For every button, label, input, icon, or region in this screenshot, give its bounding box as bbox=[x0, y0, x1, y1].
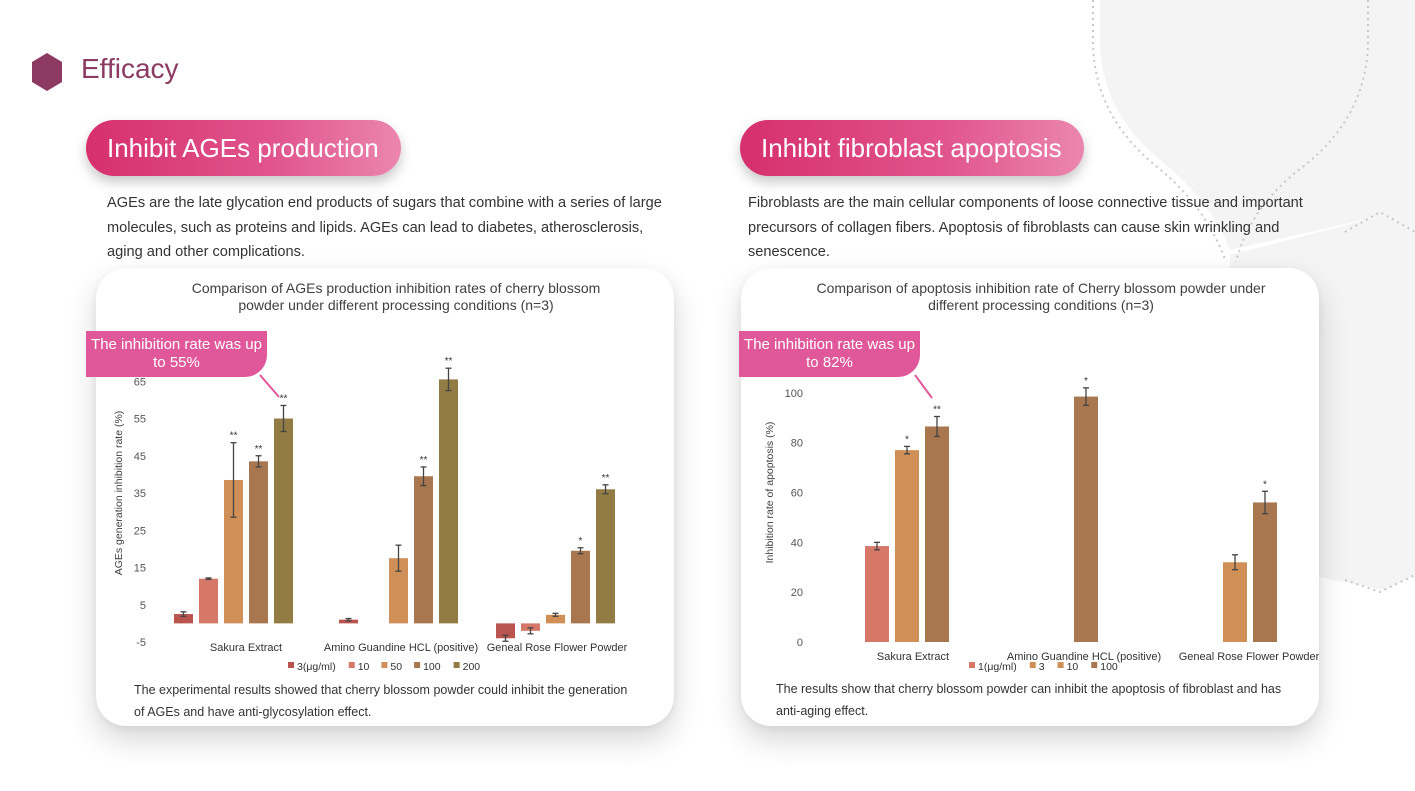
heading-fibroblast: Inhibit fibroblast apoptosis bbox=[740, 120, 1084, 176]
legend-swatch bbox=[453, 662, 460, 668]
chart-title-ages: Comparison of AGEs production inhibition… bbox=[191, 280, 601, 313]
legend-label: 1(μg/ml) bbox=[978, 661, 1017, 673]
legend-swatch bbox=[1057, 662, 1064, 668]
legend-swatch bbox=[414, 662, 421, 668]
significance-label: ** bbox=[445, 356, 453, 367]
callout-fibroblast: The inhibition rate was up to 82% bbox=[739, 331, 920, 377]
legend-swatch bbox=[1091, 662, 1098, 668]
chart-bar bbox=[439, 379, 458, 624]
y-tick-label: 15 bbox=[134, 563, 146, 575]
chart-bar bbox=[1223, 562, 1247, 642]
category-label: Sakura Extract bbox=[877, 651, 949, 663]
chart-bar bbox=[865, 546, 889, 642]
chart-bar bbox=[224, 479, 243, 624]
chart-bar bbox=[596, 489, 615, 624]
y-tick-label: 0 bbox=[797, 637, 803, 649]
chart-bar bbox=[496, 623, 515, 639]
legend-label: 3(μg/ml) bbox=[297, 661, 336, 673]
chart-bar bbox=[174, 614, 193, 624]
description-ages: AGEs are the late glycation end products… bbox=[107, 195, 662, 260]
chart-bar bbox=[274, 418, 293, 624]
chart-bar bbox=[339, 619, 358, 624]
significance-label: * bbox=[1084, 376, 1088, 387]
page-title: Efficacy bbox=[81, 53, 179, 84]
chart-title-fibroblast: Comparison of apoptosis inhibition rate … bbox=[816, 280, 1266, 313]
y-tick-label: 35 bbox=[134, 488, 146, 500]
category-label: Geneal Rose Flower Powder bbox=[1179, 651, 1319, 663]
y-tick-label: 100 bbox=[785, 388, 803, 400]
chart-bar bbox=[895, 450, 919, 642]
callout-pointer-fibroblast bbox=[914, 374, 933, 399]
significance-label: * bbox=[1263, 479, 1267, 490]
chart-bar bbox=[389, 558, 408, 624]
chart-bar bbox=[1074, 396, 1098, 642]
legend-swatch bbox=[1029, 662, 1036, 668]
y-axis-label: AGEs generation inhibition rate (%) bbox=[113, 411, 125, 576]
legend-label: 200 bbox=[463, 661, 481, 673]
legend-swatch bbox=[969, 662, 975, 668]
y-tick-label: 40 bbox=[791, 537, 803, 549]
chart-bar bbox=[199, 578, 218, 624]
note-fibroblast: The results show that cherry blossom pow… bbox=[776, 682, 1282, 718]
callout-ages: The inhibition rate was up to 55% bbox=[86, 331, 267, 377]
note-ages: The experimental results showed that che… bbox=[134, 683, 628, 719]
legend-label: 50 bbox=[390, 661, 402, 673]
y-tick-label: 60 bbox=[791, 488, 803, 500]
significance-label: ** bbox=[602, 473, 610, 484]
chart-bar bbox=[521, 623, 540, 631]
chart-bar bbox=[925, 426, 949, 642]
significance-label: ** bbox=[280, 393, 288, 404]
significance-label: ** bbox=[420, 455, 428, 466]
y-tick-label: 80 bbox=[791, 438, 803, 450]
significance-label: ** bbox=[255, 444, 263, 455]
legend-label: 10 bbox=[358, 661, 370, 673]
y-tick-label: 55 bbox=[134, 414, 146, 426]
chart-ages: -5515253545556575AGEs generation inhibit… bbox=[113, 339, 628, 673]
y-tick-label: -5 bbox=[136, 637, 146, 649]
heading-ages: Inhibit AGEs production bbox=[86, 120, 401, 176]
legend-label: 100 bbox=[1100, 661, 1118, 673]
chart-bar bbox=[546, 614, 565, 624]
chart-bar bbox=[571, 550, 590, 624]
legend-label: 10 bbox=[1067, 661, 1079, 673]
category-label: Sakura Extract bbox=[210, 642, 282, 654]
description-fibroblast: Fibroblasts are the main cellular compon… bbox=[748, 195, 1303, 260]
significance-label: * bbox=[905, 434, 909, 445]
callout-pointer-ages bbox=[259, 374, 280, 398]
y-tick-label: 25 bbox=[134, 525, 146, 537]
significance-label: ** bbox=[230, 431, 238, 442]
legend-swatch bbox=[348, 662, 355, 668]
y-tick-label: 65 bbox=[134, 376, 146, 388]
y-tick-label: 20 bbox=[791, 587, 803, 599]
hexagon-logo-icon bbox=[32, 53, 62, 91]
chart-fibroblast: 020406080100120Inhibition rate of apopto… bbox=[764, 338, 1319, 673]
y-tick-label: 5 bbox=[140, 600, 146, 612]
chart-bar bbox=[1253, 502, 1277, 642]
significance-label: * bbox=[579, 536, 583, 547]
chart-bar bbox=[249, 461, 268, 624]
y-axis-label: Inhibition rate of apoptosis (%) bbox=[764, 422, 776, 564]
legend-swatch bbox=[381, 662, 388, 668]
category-label: Amino Guandine HCL (positive) bbox=[324, 642, 478, 654]
legend-label: 3 bbox=[1039, 661, 1045, 673]
significance-label: ** bbox=[933, 405, 941, 416]
y-tick-label: 45 bbox=[134, 451, 146, 463]
chart-bar bbox=[414, 476, 433, 624]
category-label: Amino Guandine HCL (positive) bbox=[1007, 651, 1161, 663]
legend-swatch bbox=[288, 662, 294, 668]
legend-label: 100 bbox=[423, 661, 441, 673]
category-label: Geneal Rose Flower Powder bbox=[487, 642, 628, 654]
